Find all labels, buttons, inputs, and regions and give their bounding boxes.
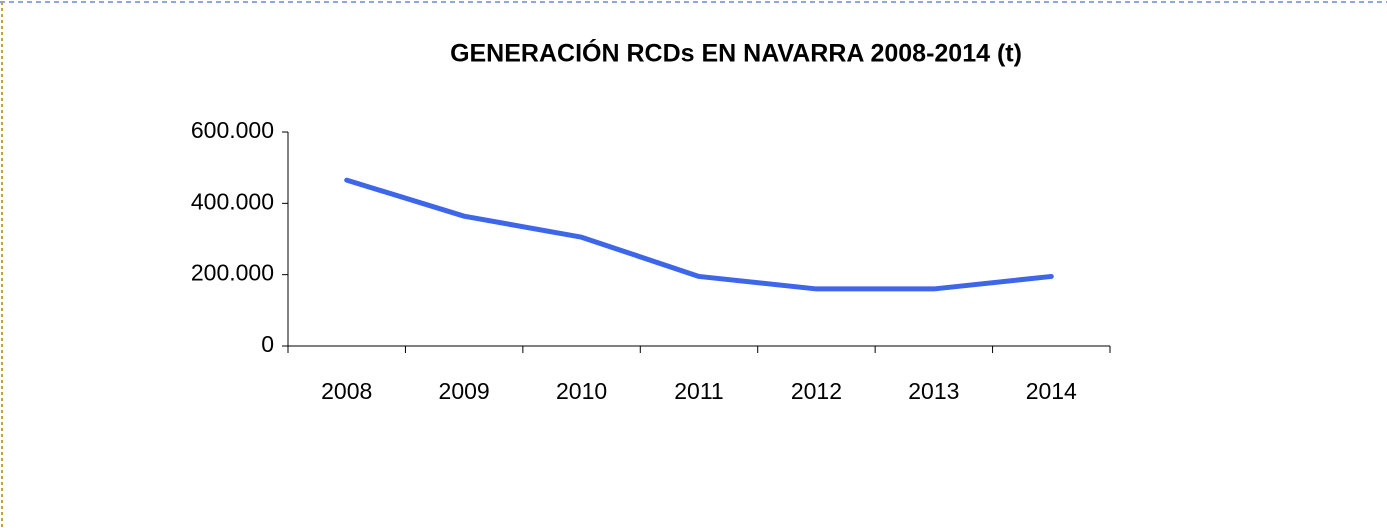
y-tick-label: 200.000 [191,260,274,286]
x-tick-label: 2014 [1026,378,1077,404]
x-tick-label: 2009 [439,378,490,404]
y-tick-label: 400.000 [191,188,274,214]
x-tick-label: 2013 [908,378,959,404]
chart-title: GENERACIÓN RCDs EN NAVARRA 2008-2014 (t) [450,38,1022,68]
data-line [344,177,1054,292]
y-tick-label: 600.000 [191,117,274,143]
x-tick-label: 2012 [791,378,842,404]
x-tick-label: 2008 [321,378,372,404]
x-tick-label: 2010 [556,378,607,404]
y-tick-label: 0 [261,331,274,357]
x-tick-label: 2011 [674,378,723,404]
